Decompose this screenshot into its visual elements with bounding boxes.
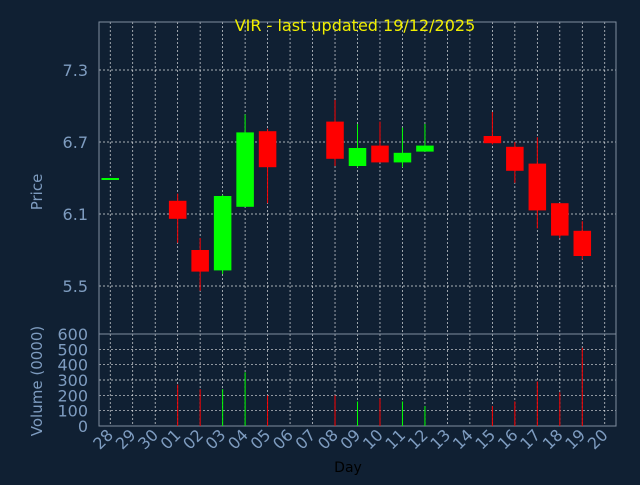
candle-body-10 xyxy=(371,145,389,163)
price-tick-label: 5.5 xyxy=(63,277,88,296)
candle-body-05 xyxy=(258,131,277,168)
candle-body-09 xyxy=(348,148,367,166)
volume-tick-label: 400 xyxy=(57,356,88,375)
x-tick-label: 20 xyxy=(584,425,612,453)
candle-body-28 xyxy=(101,178,120,180)
x-axis-label: Day xyxy=(334,460,362,476)
volume-tick-label: 200 xyxy=(57,386,88,405)
price-tick-label: 6.7 xyxy=(63,133,88,152)
candle-body-02 xyxy=(191,250,209,272)
candle-body-04 xyxy=(236,132,254,207)
volume-axis-label: Volume (0000) xyxy=(28,326,46,436)
price-tick-label: 7.3 xyxy=(63,61,88,80)
volume-tick-label: 300 xyxy=(57,371,88,390)
candle-body-16 xyxy=(506,146,524,171)
volume-tick-label: 600 xyxy=(57,325,88,344)
price-tick-label: 6.1 xyxy=(63,205,88,224)
candle-body-15 xyxy=(483,136,502,144)
candle-body-01 xyxy=(168,200,187,219)
volume-tick-label: 100 xyxy=(57,402,88,421)
candle-body-18 xyxy=(551,203,569,236)
candle-body-17 xyxy=(528,163,547,211)
candle-body-12 xyxy=(416,145,434,152)
candle-body-08 xyxy=(326,121,344,159)
chart-title: VIR - last updated 19/12/2025 xyxy=(235,16,476,35)
volume-tick-label: 500 xyxy=(57,340,88,359)
volume-tick-label: 0 xyxy=(78,417,88,436)
price-axis-label: Price xyxy=(28,174,46,211)
candle-body-03 xyxy=(213,196,232,271)
candle-body-19 xyxy=(573,230,592,256)
candle-body-11 xyxy=(393,152,412,163)
